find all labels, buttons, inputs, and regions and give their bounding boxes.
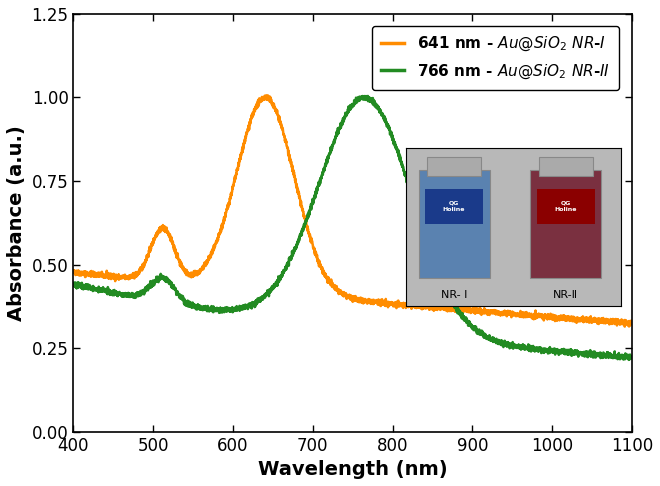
- Y-axis label: Absorbance (a.u.): Absorbance (a.u.): [7, 125, 26, 321]
- X-axis label: Wavelength (nm): Wavelength (nm): [258, 460, 447, 479]
- Legend: 641 nm - $\mathit{Au@SiO_2}$ $\mathit{NR}$-$\mathit{I}$, 766 nm - $\mathit{Au@Si: 641 nm - $\mathit{Au@SiO_2}$ $\mathit{NR…: [372, 26, 618, 90]
